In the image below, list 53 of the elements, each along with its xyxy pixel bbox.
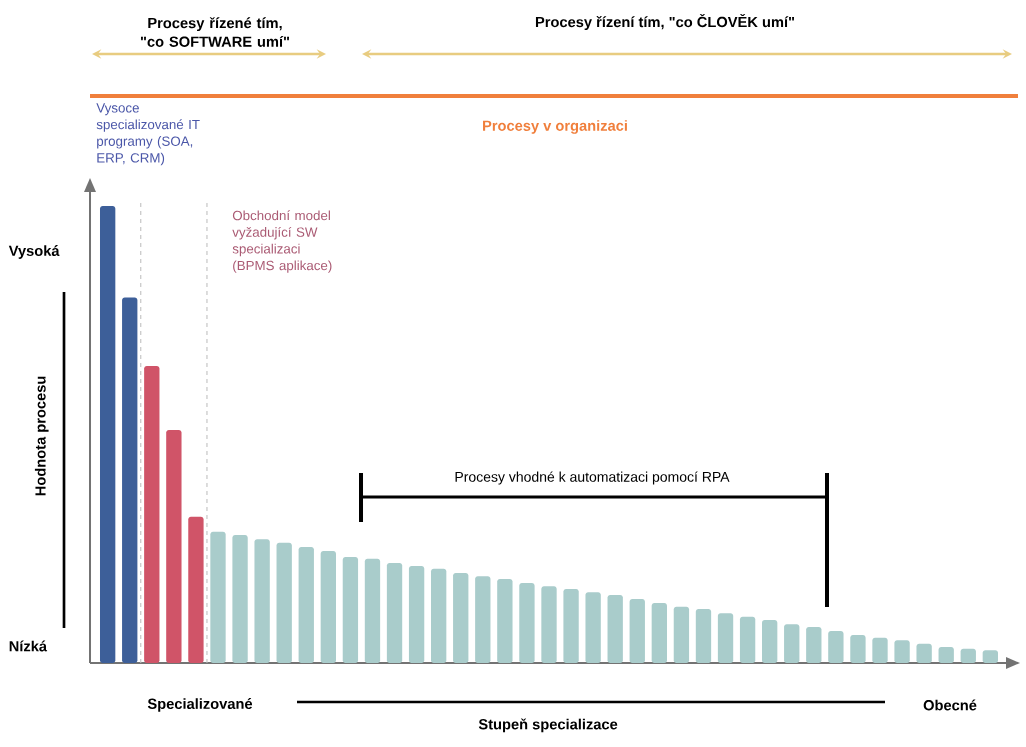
text: Nízká: [9, 640, 48, 652]
bar: [408, 566, 425, 663]
bar: [916, 643, 932, 663]
bar: [144, 365, 160, 663]
bar: [894, 640, 910, 663]
bar: [497, 578, 513, 663]
bar: [541, 586, 557, 663]
bar: [453, 572, 469, 663]
bar: [629, 599, 645, 663]
annotation: Obchodní model vyžadující SW specializaci (BPMS aplikace): [232, 210, 332, 273]
x-axis-title: Stupeň specializace: [478, 718, 618, 733]
bar: [982, 650, 998, 663]
bar: [695, 609, 712, 663]
bar: [100, 205, 116, 663]
bar: [828, 631, 844, 663]
bar: [342, 556, 359, 663]
text: Vysoce specializované IT programy (SOA, ERP, CRM): [96, 103, 200, 166]
bar: [166, 429, 182, 663]
bar: [938, 646, 954, 663]
bar: [364, 558, 381, 663]
text: Vysoká: [8, 245, 60, 259]
bar: [122, 297, 138, 663]
text: Procesy řízené tím, "co SOFTWARE umí": [140, 17, 290, 47]
text: Procesy řízení tím, "co ČLOVĚK umí": [535, 13, 795, 31]
bar: [806, 626, 822, 663]
bar: [431, 568, 447, 663]
text: Obecné: [923, 699, 977, 711]
bar: [298, 546, 314, 663]
bar: [651, 603, 667, 663]
bar: [585, 592, 601, 663]
bar: [673, 606, 690, 663]
bar: [519, 583, 535, 663]
bar: [960, 648, 976, 663]
text: Procesy v organizaci: [483, 120, 627, 134]
bar: [210, 531, 226, 663]
bar: [607, 594, 623, 663]
bar: [872, 637, 888, 663]
text: Specializované: [147, 698, 253, 712]
bar: [739, 616, 756, 663]
bar: [276, 542, 292, 663]
bar: [254, 539, 270, 663]
bar: [850, 635, 866, 663]
bar: [232, 535, 248, 663]
bar: [475, 576, 491, 663]
bar: [717, 613, 734, 663]
bar: [188, 516, 204, 663]
bar: [784, 624, 800, 663]
y-axis-title: Hodnota procesu: [34, 376, 49, 496]
bar: [563, 588, 579, 663]
bar: [320, 551, 336, 663]
bar: [386, 562, 403, 663]
annotation: Procesy vhodné k automatizaci pomocí RPA: [455, 471, 730, 485]
bar: [762, 620, 778, 663]
